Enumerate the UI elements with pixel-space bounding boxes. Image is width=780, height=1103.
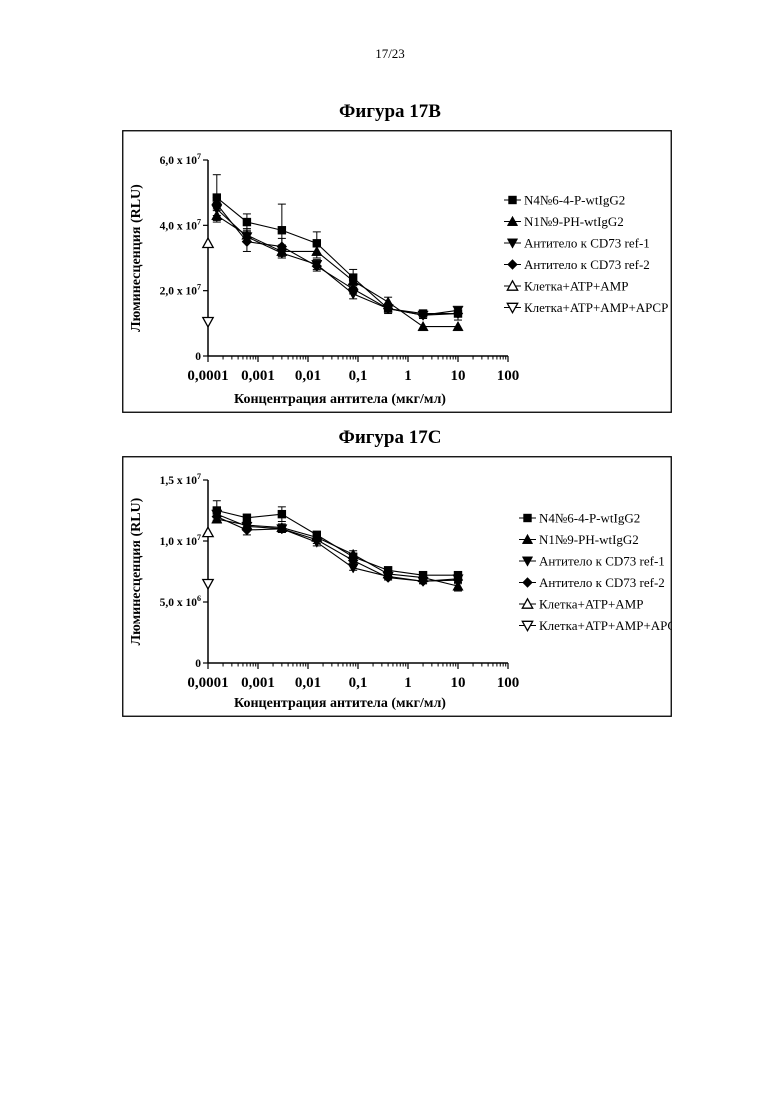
legend-entry: N4№6-4-P-wtIgG2 — [519, 511, 640, 526]
legend-entry: N4№6-4-P-wtIgG2 — [504, 193, 625, 208]
y-tick-base: 0 — [195, 351, 201, 363]
y-tick-exponent: 7 — [197, 283, 201, 292]
chart-17c: 0,0001 0,001 0,01 0,1 1 10 100 0 5,0 x 106 1,0 x … — [122, 456, 672, 717]
data-point — [203, 238, 213, 247]
legend-marker — [522, 577, 532, 587]
legend-entry: Антитело к CD73 ref-1 — [519, 554, 665, 569]
legend-label: Антитело к CD73 ref-1 — [539, 554, 665, 569]
y-tick-exponent: 7 — [197, 533, 201, 542]
legend-label: Антитело к CD73 ref-1 — [524, 236, 650, 251]
legend-label: Клетка+ATP+AMP — [539, 597, 643, 612]
y-tick-label: 2,0 x 107 — [160, 283, 201, 298]
y-tick-base: 2,0 x 10 — [160, 286, 198, 298]
x-tick-label: 0,1 — [349, 368, 368, 384]
data-point — [278, 510, 286, 518]
x-tick-label: 0,01 — [295, 368, 321, 384]
legend-entry: Антитело к CD73 ref-2 — [504, 257, 650, 272]
legend-entry: Клетка+ATP+AMP+APCP — [519, 618, 672, 633]
figure-title-17b: Фигура 17B — [0, 101, 780, 123]
x-tick-label: 10 — [451, 368, 466, 384]
data-point — [203, 527, 213, 536]
data-point — [278, 226, 286, 234]
legend-entry: N1№9-PH-wtIgG2 — [504, 214, 624, 229]
series-group — [203, 238, 213, 247]
y-tick-label: 1,0 x 107 — [160, 533, 201, 548]
legend-marker — [523, 514, 531, 522]
chart-17b: 0,00010,0010,010,111010002,0 x 1074,0 x … — [122, 130, 672, 413]
series-group — [213, 175, 463, 320]
data-point — [243, 218, 251, 226]
x-tick-label: 0,01 — [295, 675, 321, 691]
y-tick-base: 5,0 x 10 — [160, 597, 198, 609]
y-tick-label: 6,0 x 107 — [160, 152, 201, 167]
legend-label: Клетка+ATP+AMP+APCP — [524, 300, 668, 315]
series-group — [203, 318, 213, 327]
y-tick-base: 1,0 x 10 — [160, 536, 198, 548]
x-tick-label: 100 — [497, 368, 520, 384]
y-tick-exponent: 7 — [197, 472, 201, 481]
x-tick-label: 0,001 — [241, 368, 275, 384]
y-tick-label: 5,0 x 106 — [160, 594, 201, 609]
x-tick-label: 1 — [404, 368, 412, 384]
series-group — [213, 501, 463, 580]
x-tick-label: 0,0001 — [187, 368, 228, 384]
y-tick-base: 6,0 x 10 — [160, 155, 198, 167]
y-tick-base: 1,5 x 10 — [160, 475, 198, 487]
legend-entry: N1№9-PH-wtIgG2 — [519, 532, 639, 547]
y-tick-base: 4,0 x 10 — [160, 220, 198, 232]
legend-label: N4№6-4-P-wtIgG2 — [524, 193, 625, 208]
series-line — [217, 204, 458, 315]
series-line — [217, 511, 458, 576]
x-tick-label: 0,1 — [349, 675, 368, 691]
y-tick-label: 4,0 x 107 — [160, 217, 201, 232]
legend-label: Клетка+ATP+AMP — [524, 279, 628, 294]
series-group — [203, 580, 213, 589]
legend-marker — [508, 196, 516, 204]
x-tick-label: 1 — [404, 675, 412, 691]
y-axis-label: Люминесценция (RLU) — [129, 497, 144, 645]
legend-label: Клетка+ATP+AMP+APCP — [539, 618, 672, 633]
legend-label: N1№9-PH-wtIgG2 — [539, 532, 639, 547]
x-tick-label: 100 — [497, 675, 520, 691]
series-group — [203, 527, 213, 536]
x-axis-label: Концентрация антитела (мкг/мл) — [234, 392, 446, 407]
x-tick-label: 0,0001 — [187, 675, 228, 691]
figure-title-17c: Фигура 17C — [0, 427, 780, 449]
y-tick-label: 0 — [195, 351, 201, 363]
y-tick-base: 0 — [195, 658, 201, 670]
y-tick-label: 1,5 x 107 — [160, 472, 201, 487]
legend-entry: Клетка+ATP+AMP — [519, 597, 643, 612]
legend-label: N1№9-PH-wtIgG2 — [524, 214, 624, 229]
y-tick-label: 0 — [195, 658, 201, 670]
page-number: 17/23 — [0, 46, 780, 62]
series-line — [217, 198, 458, 314]
legend-entry: Антитело к CD73 ref-2 — [519, 575, 665, 590]
legend-label: Антитело к CD73 ref-2 — [539, 575, 665, 590]
y-axis-label: Люминесценция (RLU) — [129, 184, 144, 332]
legend-entry: Антитело к CD73 ref-1 — [504, 236, 650, 251]
data-point — [203, 318, 213, 327]
x-tick-label: 10 — [451, 675, 466, 691]
x-tick-label: 0,001 — [241, 675, 275, 691]
y-tick-exponent: 7 — [197, 217, 201, 226]
data-point — [203, 580, 213, 589]
y-tick-exponent: 6 — [197, 594, 201, 603]
legend-entry: Клетка+ATP+AMP+APCP — [504, 300, 668, 315]
legend-entry: Клетка+ATP+AMP — [504, 279, 628, 294]
y-tick-exponent: 7 — [197, 152, 201, 161]
x-axis-label: Концентрация антитела (мкг/мл) — [234, 696, 446, 711]
legend-marker — [507, 259, 517, 269]
legend-label: N4№6-4-P-wtIgG2 — [539, 511, 640, 526]
legend-label: Антитело к CD73 ref-2 — [524, 257, 650, 272]
series-group — [212, 198, 464, 321]
